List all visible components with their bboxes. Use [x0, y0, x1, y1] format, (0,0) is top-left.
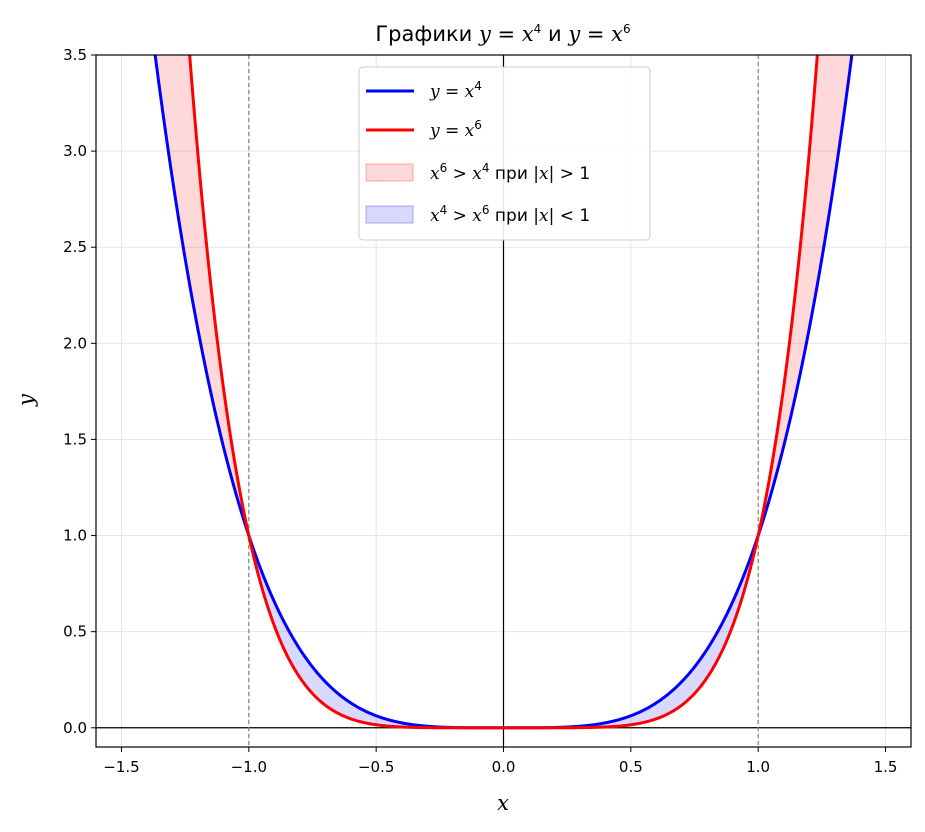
legend-swatch-fill-blue [365, 205, 414, 224]
legend-box [358, 66, 651, 241]
x-tick-label: 0.0 [492, 758, 516, 776]
y-tick-label: 0.0 [63, 719, 87, 737]
x-axis-label: x [497, 791, 509, 815]
y-tick-label: 0.5 [63, 623, 87, 641]
y-tick-label: 2.5 [63, 238, 87, 256]
legend-label-fill-blue: x4 > x6 при |x| < 1 [430, 203, 590, 226]
x-tick-label: 1.0 [746, 758, 770, 776]
legend-label-x6: y = x6 [429, 118, 482, 141]
fill-region-red [155, 55, 249, 536]
y-tick-label: 2.0 [63, 334, 87, 352]
y-axis-label: y [14, 393, 38, 407]
fill-region-red [758, 55, 852, 536]
y-tick-label: 3.5 [63, 46, 87, 64]
x-tick-label: −0.5 [358, 758, 394, 776]
x-tick-label: −1.5 [103, 758, 139, 776]
fill-regions [155, 55, 852, 728]
ticks: −1.5 −1.0 −0.5 0.0 0.5 1.0 1.5 0.0 0.5 1.0 1.5 2.0 2… [63, 46, 897, 776]
legend-swatch-fill-red [365, 163, 414, 182]
x-tick-label: −1.0 [231, 758, 267, 776]
y-tick-label: 1.5 [63, 430, 87, 448]
series-lines [153, 55, 854, 730]
x-tick-label: 1.5 [874, 758, 898, 776]
legend: y = x4 y = x6 x6 > x4 при |x| > 1 x4 > x… [358, 66, 651, 241]
legend-label-x4: y = x4 [429, 79, 482, 102]
x-tick-label: 0.5 [619, 758, 643, 776]
series-line-x6 [188, 55, 819, 730]
legend-label-fill-red: x6 > x4 при |x| > 1 [430, 161, 590, 184]
y-tick-label: 3.0 [63, 142, 87, 160]
chart-title: Графики y = x4 и y = x6 [375, 22, 630, 46]
y-tick-label: 1.0 [63, 527, 87, 545]
